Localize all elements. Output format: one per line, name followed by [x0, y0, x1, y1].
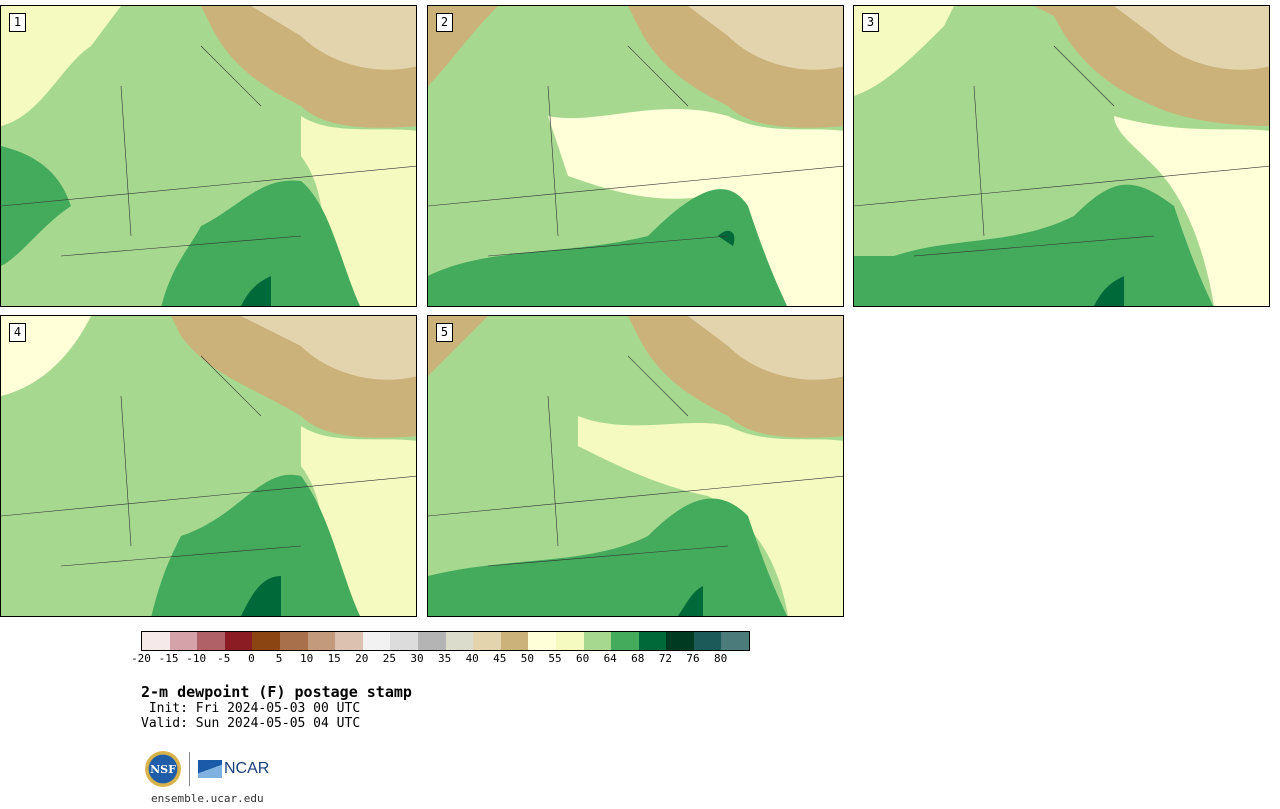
dewpoint-map-2: [428, 6, 843, 306]
colorbar: [141, 631, 751, 651]
colorbar-tick-label: 20: [355, 652, 369, 665]
colorbar-tick-label: 40: [465, 652, 479, 665]
panel-number-5: 5: [436, 323, 453, 342]
dewpoint-map-1: [1, 6, 416, 306]
ncar-mark-icon: [198, 760, 222, 778]
colorbar-swatch: [307, 632, 336, 650]
colorbar-swatch: [169, 632, 198, 650]
colorbar-tick-label: 72: [658, 652, 673, 665]
colorbar-tick-label: 64: [603, 652, 617, 665]
colorbar-swatch: [335, 632, 363, 650]
panel-number-4: 4: [9, 323, 26, 342]
colorbar-tick-label: 60: [575, 652, 590, 665]
ncar-logo: NCAR: [198, 760, 269, 778]
panel-number-1: 1: [9, 13, 26, 32]
colorbar-swatch: [279, 632, 308, 650]
colorbar-swatch: [638, 632, 667, 650]
map-panel-5: 5: [427, 315, 844, 617]
colorbar-tick-label: 50: [520, 652, 535, 665]
colorbar-swatch: [197, 632, 225, 650]
colorbar-tick-label: 35: [437, 652, 452, 665]
colorbar-swatch: [721, 632, 750, 650]
colorbar-tick-label: 76: [686, 652, 700, 665]
colorbar-swatch: [666, 632, 694, 650]
colorbar-tick-label: 15: [327, 652, 341, 665]
colorbar-swatch: [528, 632, 556, 650]
valid-time: Valid: Sun 2024-05-05 04 UTC: [141, 716, 361, 731]
colorbar-swatch: [417, 632, 446, 650]
map-panel-1: 1: [0, 5, 417, 307]
colorbar-swatch: [445, 632, 474, 650]
colorbar-swatch: [224, 632, 253, 650]
logo-divider: [189, 752, 190, 786]
colorbar-swatch: [693, 632, 722, 650]
dewpoint-map-4: [1, 316, 416, 616]
colorbar-swatch: [611, 632, 639, 650]
colorbar-ticks: -20 -15 -10 -5 0 5 10 15 20 25 30 35 40 45 50 55 60 64 68 7…: [131, 652, 761, 666]
colorbar-swatch: [555, 632, 584, 650]
nsf-logo: NSF: [145, 751, 181, 787]
colorbar-tick-label: -15: [158, 652, 179, 665]
colorbar-tick-label: 5: [275, 652, 283, 665]
colorbar-tick-label: 25: [382, 652, 397, 665]
map-panel-2: 2: [427, 5, 844, 307]
panel-number-3: 3: [862, 13, 879, 32]
colorbar-swatch: [390, 632, 418, 650]
init-time: Init: Fri 2024-05-03 00 UTC: [141, 701, 361, 716]
colorbar-tick-label: -10: [186, 652, 207, 665]
colorbar-swatch: [142, 632, 170, 650]
colorbar-tick-label: -20: [131, 652, 151, 665]
dewpoint-map-3: [854, 6, 1269, 306]
colorbar-swatch: [473, 632, 501, 650]
site-url: ensemble.ucar.edu: [151, 792, 264, 805]
logo-row: NSF NCAR: [145, 750, 269, 788]
ncar-logo-text: NCAR: [224, 760, 270, 777]
colorbar-swatch: [583, 632, 612, 650]
map-panel-3: 3: [853, 5, 1270, 307]
colorbar-swatch: [362, 632, 391, 650]
colorbar-tick-label: -5: [217, 652, 231, 665]
colorbar-tick-label: 55: [548, 652, 562, 665]
chart-title: 2-m dewpoint (F) postage stamp: [141, 683, 412, 701]
colorbar-tick-label: 30: [410, 652, 424, 665]
colorbar-tick-label: 0: [248, 652, 255, 665]
colorbar-tick-label: 10: [299, 652, 314, 665]
colorbar-tick-label: 80: [713, 652, 728, 665]
colorbar-tick-label: 68: [631, 652, 645, 665]
dewpoint-map-5: [428, 316, 843, 616]
colorbar-swatch: [500, 632, 529, 650]
colorbar-swatch: [252, 632, 280, 650]
panel-number-2: 2: [436, 13, 453, 32]
map-panel-4: 4: [0, 315, 417, 617]
colorbar-tick-label: 45: [493, 652, 507, 665]
